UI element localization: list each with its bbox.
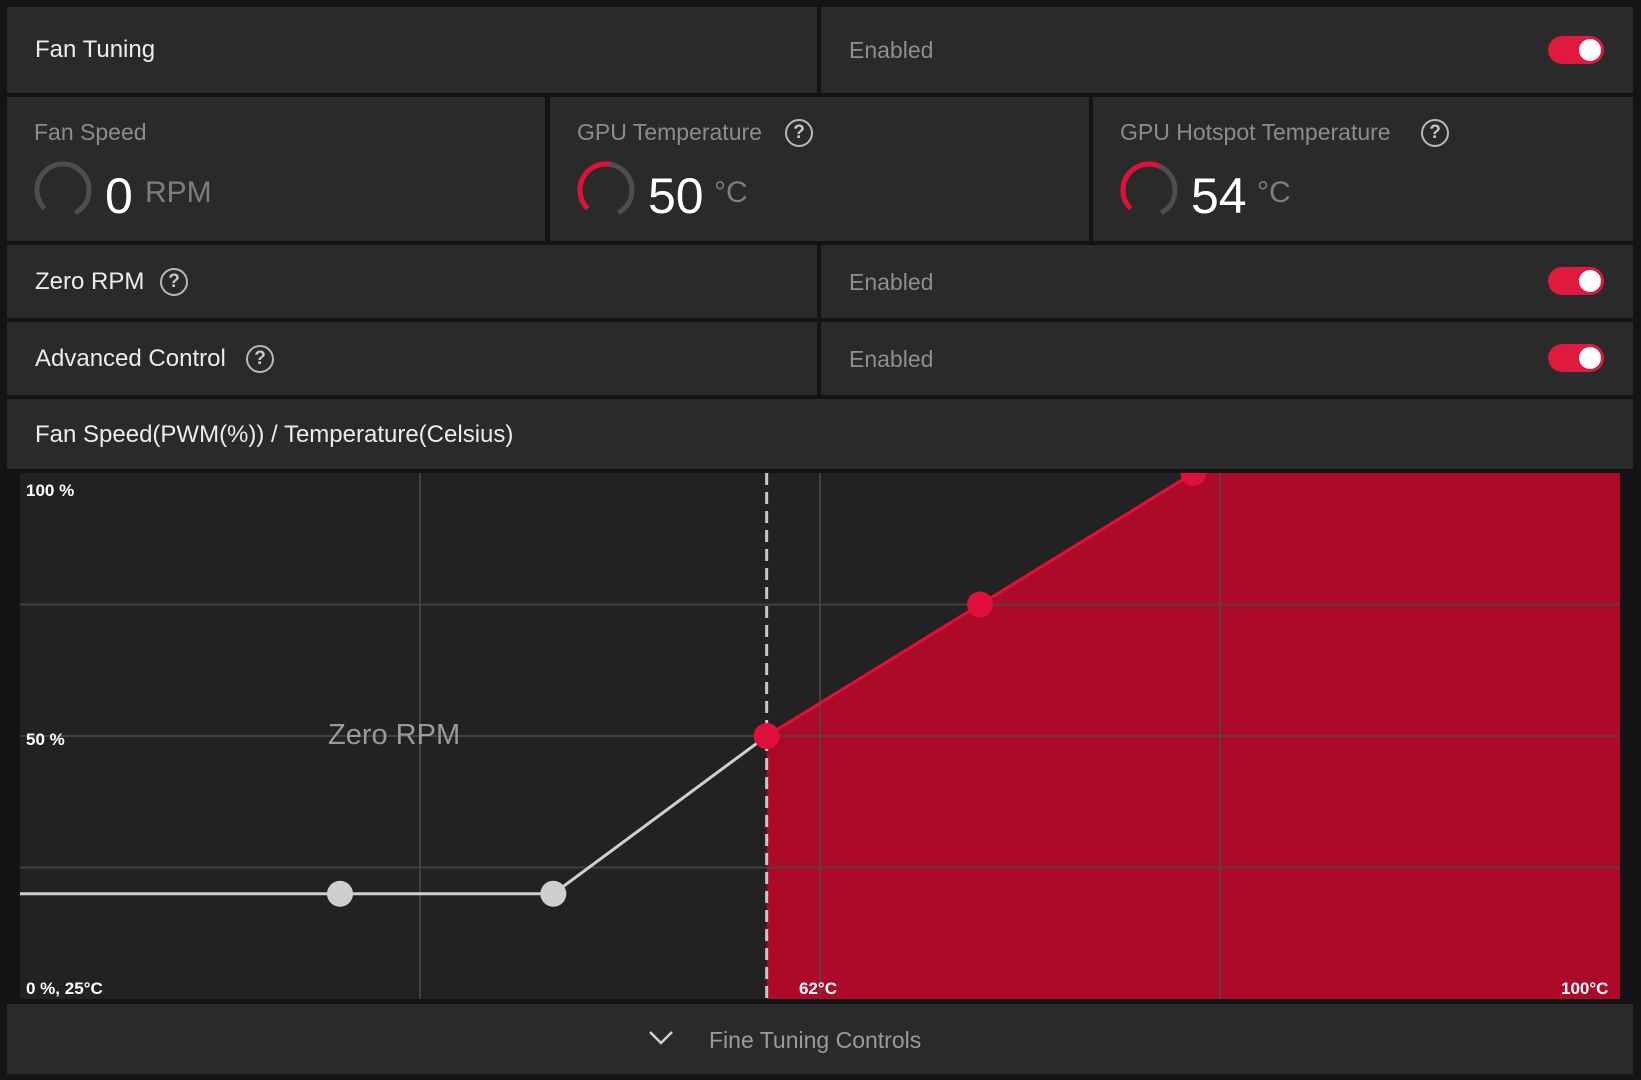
hotspot-temp-value: 54: [1191, 168, 1247, 224]
zero-rpm-label: Zero RPM: [35, 268, 145, 295]
fan-tuning-toggle[interactable]: [1548, 36, 1604, 64]
fan-tuning-value-panel: Enabled: [821, 7, 1633, 93]
hotspot-temp-unit: °C: [1257, 176, 1291, 209]
zero-rpm-label-panel: Zero RPM ?: [7, 245, 817, 318]
fan-speed-unit: RPM: [145, 176, 212, 209]
zero-rpm-status: Enabled: [849, 269, 934, 295]
gpu-temp-value: 50: [648, 168, 704, 224]
fan-speed-value: 0: [105, 168, 133, 224]
curve-point-5[interactable]: [1180, 473, 1207, 486]
fan-speed-panel: Fan Speed 0 RPM: [7, 97, 545, 241]
gpu-temp-help-icon[interactable]: ?: [785, 119, 813, 147]
curve-point-3[interactable]: [753, 723, 780, 749]
advanced-control-label-panel: Advanced Control ?: [7, 322, 817, 395]
toggle-knob: [1579, 39, 1601, 61]
hotspot-temp-label: GPU Hotspot Temperature: [1120, 119, 1391, 145]
x-tick-62: 62°C: [799, 979, 837, 998]
chart-title: Fan Speed(PWM(%)) / Temperature(Celsius): [35, 421, 514, 448]
gpu-temp-unit: °C: [714, 176, 748, 209]
advanced-control-toggle[interactable]: [1548, 344, 1604, 372]
zero-rpm-zone-label: Zero RPM: [328, 719, 461, 751]
x-tick-100: 100°C: [1561, 979, 1609, 998]
toggle-knob: [1579, 270, 1601, 292]
hotspot-temp-panel: GPU Hotspot Temperature ? 54 °C: [1093, 97, 1633, 241]
chart-title-panel: Fan Speed(PWM(%)) / Temperature(Celsius): [7, 399, 1633, 469]
fan-curve-chart[interactable]: 100 % 50 % 0 %, 25°C 62°C 100°C Zero RPM: [20, 473, 1620, 999]
zero-rpm-toggle[interactable]: [1548, 267, 1604, 295]
zero-rpm-value-panel: Enabled: [821, 245, 1633, 318]
y-tick-50: 50 %: [26, 730, 65, 749]
fine-tuning-controls-toggle[interactable]: Fine Tuning Controls: [7, 1004, 1633, 1074]
fan-tuning-label: Fan Tuning: [35, 36, 156, 63]
curve-point-2[interactable]: [540, 880, 567, 907]
gpu-temp-gauge-icon: [577, 161, 635, 219]
toggle-knob: [1579, 347, 1601, 369]
curve-point-1[interactable]: [327, 880, 353, 907]
advanced-control-label: Advanced Control: [35, 345, 226, 372]
y-tick-100: 100 %: [26, 481, 75, 500]
advanced-control-status: Enabled: [849, 346, 934, 372]
advanced-control-value-panel: Enabled: [821, 322, 1633, 395]
hotspot-temp-help-icon[interactable]: ?: [1421, 119, 1449, 147]
fan-speed-label: Fan Speed: [34, 119, 147, 145]
advanced-control-help-icon[interactable]: ?: [246, 345, 274, 373]
hotspot-temp-gauge-icon: [1120, 161, 1178, 219]
fan-curve-svg[interactable]: [20, 473, 1620, 999]
fine-tuning-controls-label: Fine Tuning Controls: [709, 1027, 922, 1053]
origin-tick: 0 %, 25°C: [26, 979, 103, 998]
curve-point-4[interactable]: [967, 591, 993, 618]
chevron-down-icon: [649, 1031, 673, 1045]
gpu-temp-panel: GPU Temperature ? 50 °C: [550, 97, 1089, 241]
zero-rpm-help-icon[interactable]: ?: [160, 268, 188, 296]
gpu-temp-label: GPU Temperature: [577, 119, 762, 145]
zero-rpm-curve-line: [20, 734, 768, 896]
fan-tuning-status: Enabled: [849, 37, 934, 63]
fan-speed-gauge-icon: [34, 161, 92, 219]
fan-tuning-label-panel: Fan Tuning: [7, 7, 817, 93]
